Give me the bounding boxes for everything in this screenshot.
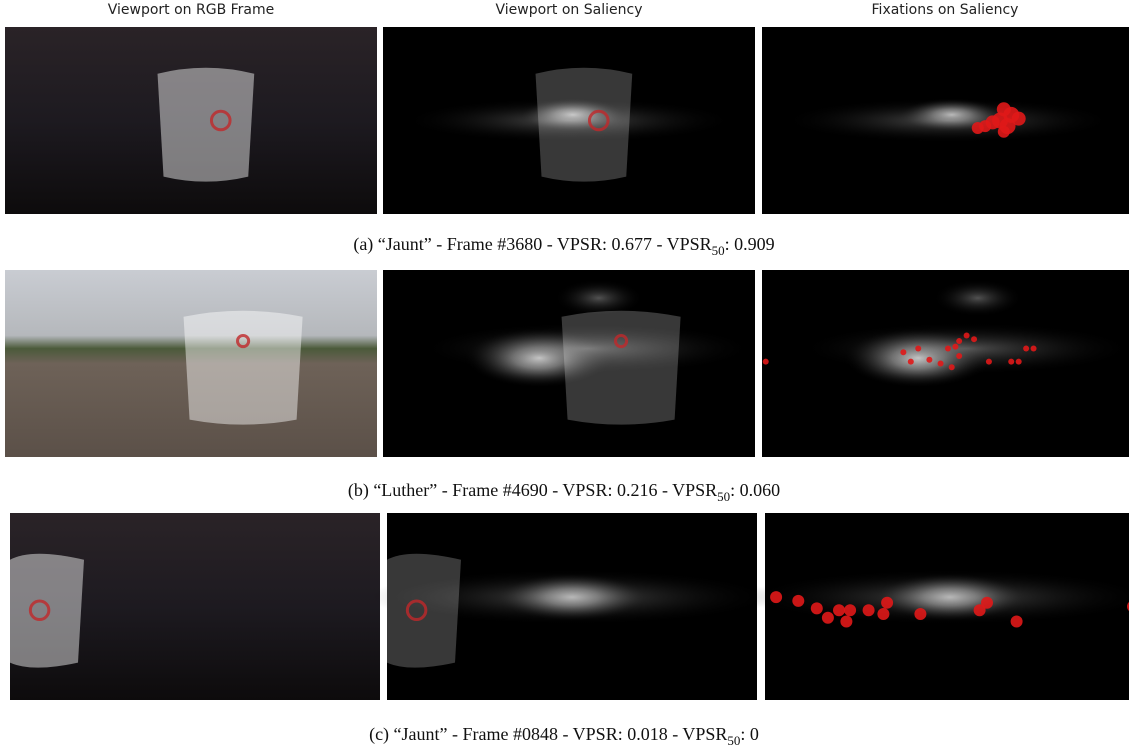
fixation <box>952 344 958 350</box>
caption-subscript: 50 <box>712 243 725 258</box>
fixation <box>964 332 970 338</box>
fixation <box>877 608 889 620</box>
fixation <box>811 602 823 614</box>
fixation <box>971 336 977 342</box>
fixation <box>1016 359 1022 365</box>
figure: Viewport on RGB Frame Viewport on Salien… <box>0 0 1129 751</box>
fixation <box>833 604 845 616</box>
fixation <box>900 349 906 355</box>
fixation <box>972 122 984 134</box>
column-header: Fixations on Saliency <box>872 2 1019 18</box>
fixation <box>863 604 875 616</box>
fixation <box>1011 615 1023 627</box>
caption: (a) “Jaunt” - Frame #3680 - VPSR: 0.677 … <box>353 234 774 258</box>
viewport <box>536 68 633 182</box>
saliency-blob <box>799 322 1129 374</box>
fixation <box>915 346 921 352</box>
fixation <box>986 359 992 365</box>
fixation <box>949 364 955 370</box>
saliency-blob <box>781 98 1116 143</box>
fixation <box>822 612 834 624</box>
caption-rest: : 0.909 <box>725 234 775 254</box>
panels <box>5 27 1129 700</box>
viewport <box>10 554 84 668</box>
viewport <box>184 311 303 425</box>
fixation <box>908 359 914 365</box>
caption-text: (a) “Jaunt” - Frame #3680 - VPSR: 0.677 … <box>353 234 711 255</box>
fixation <box>938 361 944 367</box>
fixation <box>1031 346 1037 352</box>
caption: (c) “Jaunt” - Frame #0848 - VPSR: 0.018 … <box>369 724 759 748</box>
fixation <box>881 597 893 609</box>
fixation <box>840 615 852 627</box>
fixation <box>926 357 932 363</box>
fixation <box>981 597 993 609</box>
caption-subscript: 50 <box>717 489 730 504</box>
fixation <box>1012 112 1026 126</box>
caption-subscript: 50 <box>727 733 740 748</box>
caption-text: (b) “Luther” - Frame #4690 - VPSR: 0.216… <box>348 480 717 501</box>
viewport <box>387 554 461 668</box>
fixation <box>844 604 856 616</box>
viewport <box>562 311 681 425</box>
caption-rest: : 0 <box>740 724 759 744</box>
saliency-blob <box>933 279 1022 316</box>
column-header: Viewport on RGB Frame <box>108 2 275 18</box>
column-header: Viewport on Saliency <box>496 2 643 18</box>
fixation <box>1023 346 1029 352</box>
caption-rest: : 0.060 <box>730 480 780 500</box>
fixation <box>956 353 962 359</box>
fixation <box>956 338 962 344</box>
fixation <box>1008 359 1014 365</box>
fixation <box>945 346 951 352</box>
fixation <box>998 126 1010 138</box>
caption-text: (c) “Jaunt” - Frame #0848 - VPSR: 0.018 … <box>369 724 727 745</box>
fixation <box>763 359 769 365</box>
fixation <box>770 591 782 603</box>
fixation <box>792 595 804 607</box>
fixation <box>914 608 926 620</box>
viewport <box>158 68 255 182</box>
caption: (b) “Luther” - Frame #4690 - VPSR: 0.216… <box>348 480 780 504</box>
